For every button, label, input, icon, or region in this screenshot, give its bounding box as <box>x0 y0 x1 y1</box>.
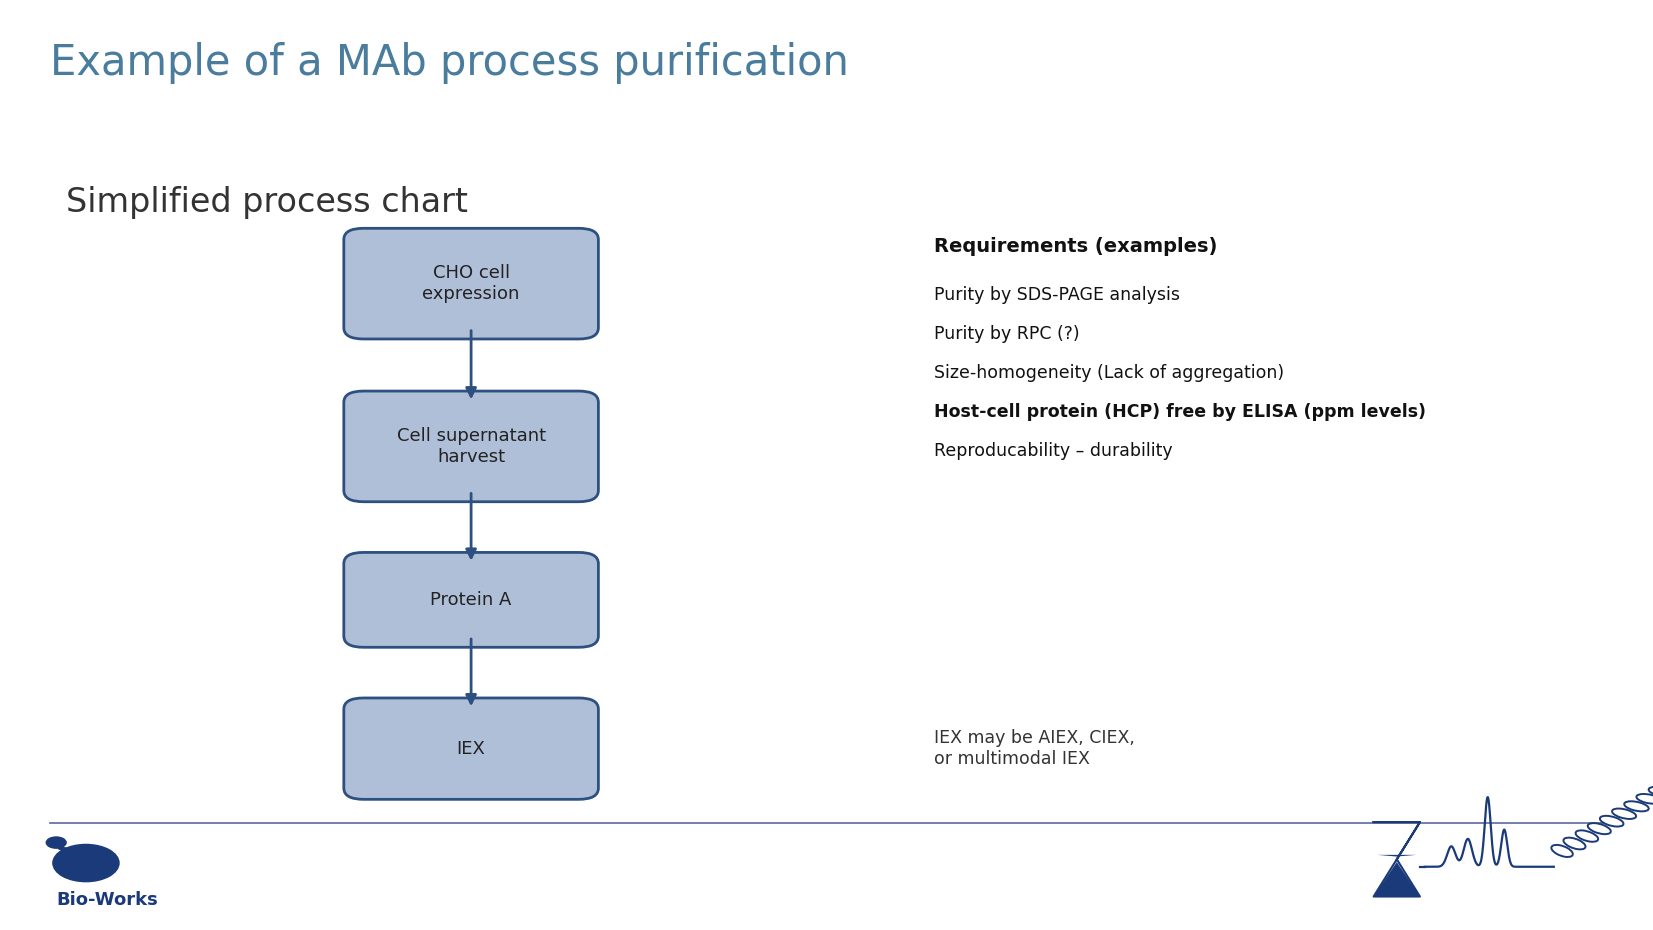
FancyBboxPatch shape <box>344 698 598 800</box>
Text: Purity by RPC (?): Purity by RPC (?) <box>934 325 1079 342</box>
Text: IEX: IEX <box>456 739 486 758</box>
FancyBboxPatch shape <box>344 552 598 647</box>
Text: Cell supernatant
harvest: Cell supernatant harvest <box>397 427 545 466</box>
Text: Requirements (examples): Requirements (examples) <box>934 237 1217 256</box>
Text: IEX may be AIEX, CIEX,
or multimodal IEX: IEX may be AIEX, CIEX, or multimodal IEX <box>934 729 1136 768</box>
Text: Protein A: Protein A <box>430 591 512 609</box>
Text: CHO cell
expression: CHO cell expression <box>423 264 519 303</box>
Polygon shape <box>1377 855 1417 857</box>
Polygon shape <box>1374 862 1420 897</box>
FancyBboxPatch shape <box>344 229 598 339</box>
Text: Bio-Works: Bio-Works <box>56 891 159 909</box>
FancyBboxPatch shape <box>344 392 598 502</box>
Text: Host-cell protein (HCP) free by ELISA (ppm levels): Host-cell protein (HCP) free by ELISA (p… <box>934 403 1427 420</box>
Text: Size-homogeneity (Lack of aggregation): Size-homogeneity (Lack of aggregation) <box>934 364 1284 381</box>
Text: Example of a MAb process purification: Example of a MAb process purification <box>50 42 848 84</box>
Text: Reproducability – durability: Reproducability – durability <box>934 442 1172 459</box>
Text: Purity by SDS-PAGE analysis: Purity by SDS-PAGE analysis <box>934 286 1180 303</box>
Circle shape <box>53 844 119 882</box>
Circle shape <box>46 837 66 848</box>
Text: Simplified process chart: Simplified process chart <box>66 186 468 219</box>
